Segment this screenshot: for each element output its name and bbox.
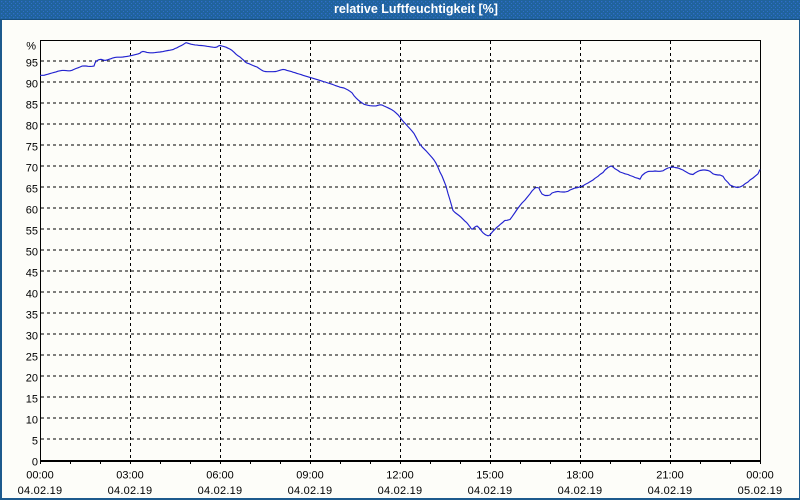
svg-text:04.02.19: 04.02.19 — [648, 485, 693, 497]
svg-text:50: 50 — [26, 246, 38, 258]
svg-text:03:00: 03:00 — [116, 470, 144, 482]
svg-text:04.02.19: 04.02.19 — [378, 485, 423, 497]
svg-text:0: 0 — [32, 456, 38, 468]
svg-text:65: 65 — [26, 183, 38, 195]
svg-text:00:00: 00:00 — [26, 470, 54, 482]
svg-text:06:00: 06:00 — [206, 470, 234, 482]
svg-text:60: 60 — [26, 204, 38, 216]
svg-text:75: 75 — [26, 141, 38, 153]
svg-text:15:00: 15:00 — [476, 470, 504, 482]
svg-text:00:00: 00:00 — [746, 470, 774, 482]
svg-text:21:00: 21:00 — [656, 470, 684, 482]
svg-text:04.02.19: 04.02.19 — [198, 485, 243, 497]
svg-text:25: 25 — [26, 351, 38, 363]
svg-text:04.02.19: 04.02.19 — [468, 485, 513, 497]
svg-text:45: 45 — [26, 267, 38, 279]
svg-text:85: 85 — [26, 99, 38, 111]
svg-text:05.02.19: 05.02.19 — [738, 485, 783, 497]
svg-text:40: 40 — [26, 288, 38, 300]
svg-text:15: 15 — [26, 393, 38, 405]
svg-text:30: 30 — [26, 330, 38, 342]
svg-text:%: % — [26, 41, 36, 53]
svg-text:10: 10 — [26, 414, 38, 426]
svg-text:04.02.19: 04.02.19 — [108, 485, 153, 497]
svg-text:80: 80 — [26, 120, 38, 132]
svg-text:55: 55 — [26, 225, 38, 237]
svg-text:04.02.19: 04.02.19 — [18, 485, 63, 497]
svg-text:12:00: 12:00 — [386, 470, 414, 482]
svg-text:09:00: 09:00 — [296, 470, 324, 482]
svg-text:5: 5 — [32, 435, 38, 447]
svg-text:04.02.19: 04.02.19 — [558, 485, 603, 497]
svg-text:35: 35 — [26, 309, 38, 321]
svg-text:20: 20 — [26, 372, 38, 384]
svg-text:90: 90 — [26, 78, 38, 90]
svg-text:04.02.19: 04.02.19 — [288, 485, 333, 497]
svg-text:18:00: 18:00 — [566, 470, 594, 482]
svg-text:95: 95 — [26, 57, 38, 69]
svg-text:70: 70 — [26, 162, 38, 174]
